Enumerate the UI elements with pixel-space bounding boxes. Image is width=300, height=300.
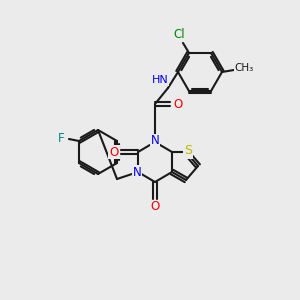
Text: HN: HN — [152, 75, 168, 85]
Text: N: N — [133, 166, 141, 178]
Text: O: O — [150, 200, 160, 214]
Text: N: N — [151, 134, 159, 148]
Text: CH₃: CH₃ — [234, 63, 254, 73]
Text: S: S — [184, 145, 192, 158]
Text: Cl: Cl — [173, 28, 185, 41]
Text: F: F — [58, 133, 64, 146]
Text: O: O — [110, 146, 118, 158]
Text: O: O — [173, 98, 183, 110]
